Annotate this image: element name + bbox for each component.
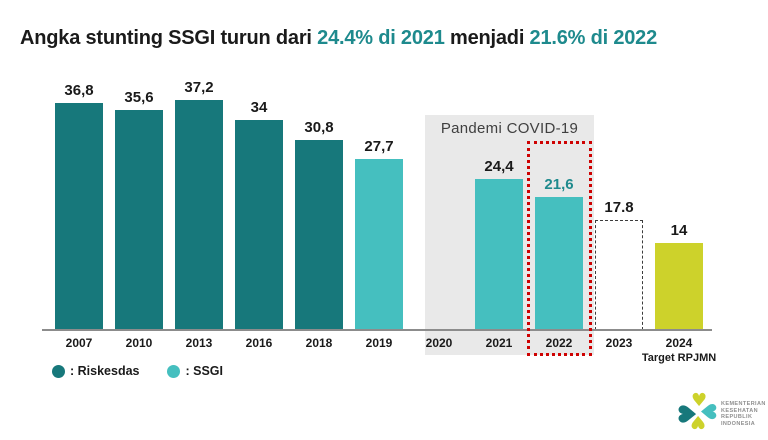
bar-2018 — [295, 140, 343, 330]
x-axis-label-2010: 2010 — [125, 336, 153, 350]
x-axis-label-2019: 2019 — [365, 336, 393, 350]
bar-2007 — [55, 103, 103, 330]
pandemic-label: Pandemi COVID-19 — [440, 120, 579, 137]
bar-value-2023: 17.8 — [604, 199, 634, 216]
x-axis-label-2016: 2016 — [245, 336, 273, 350]
legend: : Riskesdas : SSGI — [52, 364, 223, 378]
kemenkes-logo: ♥ ♥ ♥ ♥ KEMENTERIAN KESEHATAN REPUBLIK I… — [673, 390, 766, 434]
kemenkes-logo-icon: ♥ ♥ ♥ ♥ — [673, 390, 720, 433]
kemenkes-logo-text: KEMENTERIAN KESEHATAN REPUBLIK INDONESIA — [721, 401, 766, 427]
title-segment: menjadi — [444, 27, 530, 49]
legend-item-riskesdas: : Riskesdas — [52, 364, 139, 378]
bar-2024 — [655, 243, 703, 330]
bar-value-2010: 35,6 — [124, 89, 154, 106]
bar-value-2016: 34 — [250, 99, 268, 116]
x-axis-sublabel: Target RPJMN — [641, 352, 717, 364]
bar-2013 — [175, 100, 223, 330]
bar-value-2021: 24,4 — [484, 158, 514, 175]
highlight-2022-outline — [527, 141, 592, 356]
bar-value-2022: 21,6 — [544, 176, 574, 193]
x-axis-label-2023: 2023 — [605, 336, 633, 350]
bar-2019 — [355, 159, 403, 330]
x-axis-label-2022: 2022 — [545, 336, 573, 350]
x-axis-label-2024: 2024 — [665, 336, 693, 350]
title-segment: Angka stunting SSGI turun dari — [20, 27, 318, 49]
x-axis-line — [42, 329, 712, 331]
bar-2022 — [535, 197, 583, 330]
ssgi-dot-icon — [167, 364, 181, 378]
bar-value-2018: 30,8 — [304, 119, 334, 136]
x-axis-label-2007: 2007 — [65, 336, 93, 350]
x-axis-label-2021: 2021 — [485, 336, 513, 350]
x-axis-label-2013: 2013 — [185, 336, 213, 350]
title-segment: 24.4% di 2021 — [317, 27, 445, 49]
x-axis-label-2020: 2020 — [425, 336, 453, 350]
riskesdas-dot-icon — [52, 364, 65, 378]
bar-2021 — [475, 179, 523, 330]
legend-label: : Riskesdas — [70, 364, 140, 378]
legend-item-ssgi: : SSGI — [167, 364, 223, 378]
x-axis-label-2018: 2018 — [305, 336, 333, 350]
bar-2010 — [115, 110, 163, 330]
bar-value-2007: 36,8 — [64, 82, 94, 99]
bar-value-2013: 37,2 — [184, 79, 214, 96]
title-segment: 21.6% di 2022 — [529, 27, 658, 49]
legend-label: : SSGI — [185, 364, 223, 378]
bar-value-2024: 14 — [670, 222, 688, 239]
page-title: Angka stunting SSGI turun dari 24.4% di … — [20, 27, 657, 50]
bar-2016 — [235, 120, 283, 330]
bar-value-2019: 27,7 — [364, 138, 394, 155]
bar-2023 — [595, 220, 643, 330]
